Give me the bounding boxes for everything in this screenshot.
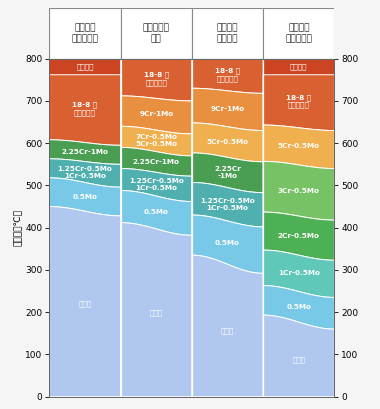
- Text: 1.25Cr-0.5Mo
1Cr-0.5Mo: 1.25Cr-0.5Mo 1Cr-0.5Mo: [58, 166, 112, 179]
- Polygon shape: [192, 88, 263, 130]
- Text: 0.5Mo: 0.5Mo: [215, 240, 240, 246]
- Text: 2.25Cr
-1Mo: 2.25Cr -1Mo: [214, 166, 241, 179]
- Polygon shape: [263, 125, 334, 169]
- Polygon shape: [192, 255, 263, 397]
- Text: 1.25Cr-0.5Mo
1Cr-0.5Mo: 1.25Cr-0.5Mo 1Cr-0.5Mo: [129, 178, 184, 191]
- Bar: [192, 8, 263, 58]
- Polygon shape: [49, 140, 121, 164]
- Text: 合成化学
工業材料: 合成化学 工業材料: [217, 24, 238, 43]
- Text: 18-8 系
ステンレス: 18-8 系 ステンレス: [286, 94, 311, 108]
- Polygon shape: [121, 96, 192, 134]
- Text: 0.5Mo: 0.5Mo: [144, 209, 169, 216]
- Text: 1Cr-0.5Mo: 1Cr-0.5Mo: [278, 270, 320, 276]
- Polygon shape: [121, 191, 192, 235]
- Polygon shape: [192, 153, 263, 193]
- Y-axis label: 温　度（℃）: 温 度（℃）: [13, 209, 22, 246]
- Text: 3Cr-0.5Mo: 3Cr-0.5Mo: [278, 188, 320, 193]
- Polygon shape: [263, 315, 334, 397]
- Text: 5Cr-0.5Mo: 5Cr-0.5Mo: [278, 144, 320, 149]
- Bar: [49, 8, 121, 58]
- Text: 9Cr-1Mo: 9Cr-1Mo: [211, 106, 245, 112]
- Text: 耐熱合金: 耐熱合金: [76, 63, 94, 70]
- Text: 9Cr-1Mo: 9Cr-1Mo: [139, 111, 173, 117]
- Polygon shape: [121, 147, 192, 176]
- Text: 高温高圧
ボイラ材料: 高温高圧 ボイラ材料: [71, 24, 98, 43]
- Text: 極軟鋼: 極軟鋼: [292, 356, 306, 363]
- Polygon shape: [121, 169, 192, 202]
- Text: 軟　鋼: 軟 鋼: [150, 310, 163, 316]
- Polygon shape: [263, 285, 334, 329]
- Text: 軟　鋼: 軟 鋼: [78, 301, 92, 307]
- Text: 5Cr-0.5Mo: 5Cr-0.5Mo: [206, 139, 249, 145]
- Text: 耐熱合金: 耐熱合金: [290, 63, 307, 70]
- Text: 0.5Mo: 0.5Mo: [73, 194, 97, 200]
- Bar: [121, 8, 192, 58]
- Polygon shape: [121, 222, 192, 397]
- Text: 2Cr-0.5Mo: 2Cr-0.5Mo: [278, 233, 320, 238]
- Polygon shape: [192, 215, 263, 273]
- Polygon shape: [49, 75, 121, 145]
- Polygon shape: [192, 123, 263, 162]
- Bar: [263, 8, 334, 58]
- Text: 石油工業用
材料: 石油工業用 材料: [143, 24, 170, 43]
- Polygon shape: [192, 59, 263, 93]
- Polygon shape: [263, 75, 334, 130]
- Polygon shape: [263, 162, 334, 220]
- Polygon shape: [121, 59, 192, 101]
- Polygon shape: [49, 159, 121, 187]
- Text: 18-8 系
ステンレス: 18-8 系 ステンレス: [73, 101, 98, 116]
- Text: 7Cr-0.5Mo
5Cr-0.5Mo: 7Cr-0.5Mo 5Cr-0.5Mo: [135, 135, 177, 147]
- Polygon shape: [49, 207, 121, 397]
- Text: 18-8 系
ステンレス: 18-8 系 ステンレス: [215, 67, 240, 82]
- Text: 0.5Mo: 0.5Mo: [287, 304, 311, 310]
- Polygon shape: [49, 178, 121, 216]
- Polygon shape: [49, 59, 121, 75]
- Text: 2.25Cr-1Mo: 2.25Cr-1Mo: [62, 149, 108, 155]
- Text: 1.25Cr-0.5Mo
1Cr-0.5Mo: 1.25Cr-0.5Mo 1Cr-0.5Mo: [200, 198, 255, 211]
- Text: 高温高圧
耐水素材料: 高温高圧 耐水素材料: [285, 24, 312, 43]
- Polygon shape: [263, 59, 334, 75]
- Polygon shape: [121, 126, 192, 156]
- Text: 2.25Cr-1Mo: 2.25Cr-1Mo: [133, 159, 180, 165]
- Polygon shape: [192, 182, 263, 227]
- Text: 軟　鋼: 軟 鋼: [221, 327, 234, 334]
- Text: 18-8 系
ステンレス: 18-8 系 ステンレス: [144, 72, 169, 85]
- Polygon shape: [263, 250, 334, 297]
- Polygon shape: [263, 212, 334, 260]
